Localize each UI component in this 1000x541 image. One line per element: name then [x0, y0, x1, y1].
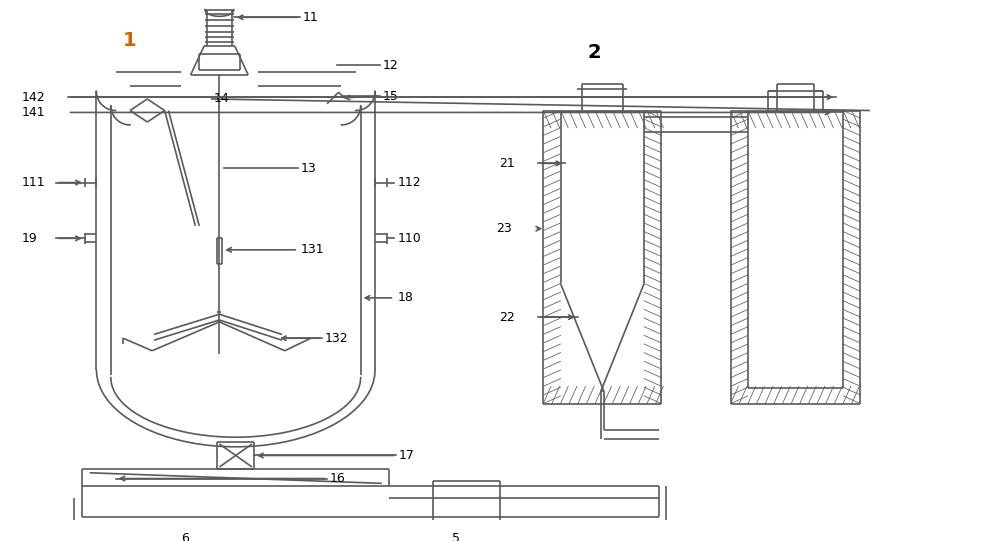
Text: 110: 110	[397, 232, 421, 245]
Text: 12: 12	[383, 59, 399, 72]
Text: 14: 14	[214, 93, 229, 105]
Text: 21: 21	[499, 157, 514, 170]
Text: 22: 22	[499, 311, 514, 324]
Text: 141: 141	[21, 106, 45, 119]
Text: 1: 1	[123, 31, 137, 50]
Text: 15: 15	[383, 90, 399, 103]
Text: 19: 19	[21, 232, 37, 245]
Text: 13: 13	[301, 162, 317, 175]
Text: 16: 16	[330, 472, 346, 485]
Text: 131: 131	[301, 243, 325, 256]
Text: 6: 6	[181, 532, 189, 541]
Text: 111: 111	[21, 176, 45, 189]
Text: 17: 17	[399, 449, 415, 462]
Text: 112: 112	[397, 176, 421, 189]
Text: 142: 142	[21, 90, 45, 103]
Text: 132: 132	[325, 332, 349, 345]
Text: 18: 18	[397, 292, 413, 305]
Text: 2: 2	[587, 43, 601, 62]
Text: 23: 23	[496, 222, 512, 235]
Text: 11: 11	[303, 11, 319, 24]
Text: 5: 5	[452, 532, 460, 541]
